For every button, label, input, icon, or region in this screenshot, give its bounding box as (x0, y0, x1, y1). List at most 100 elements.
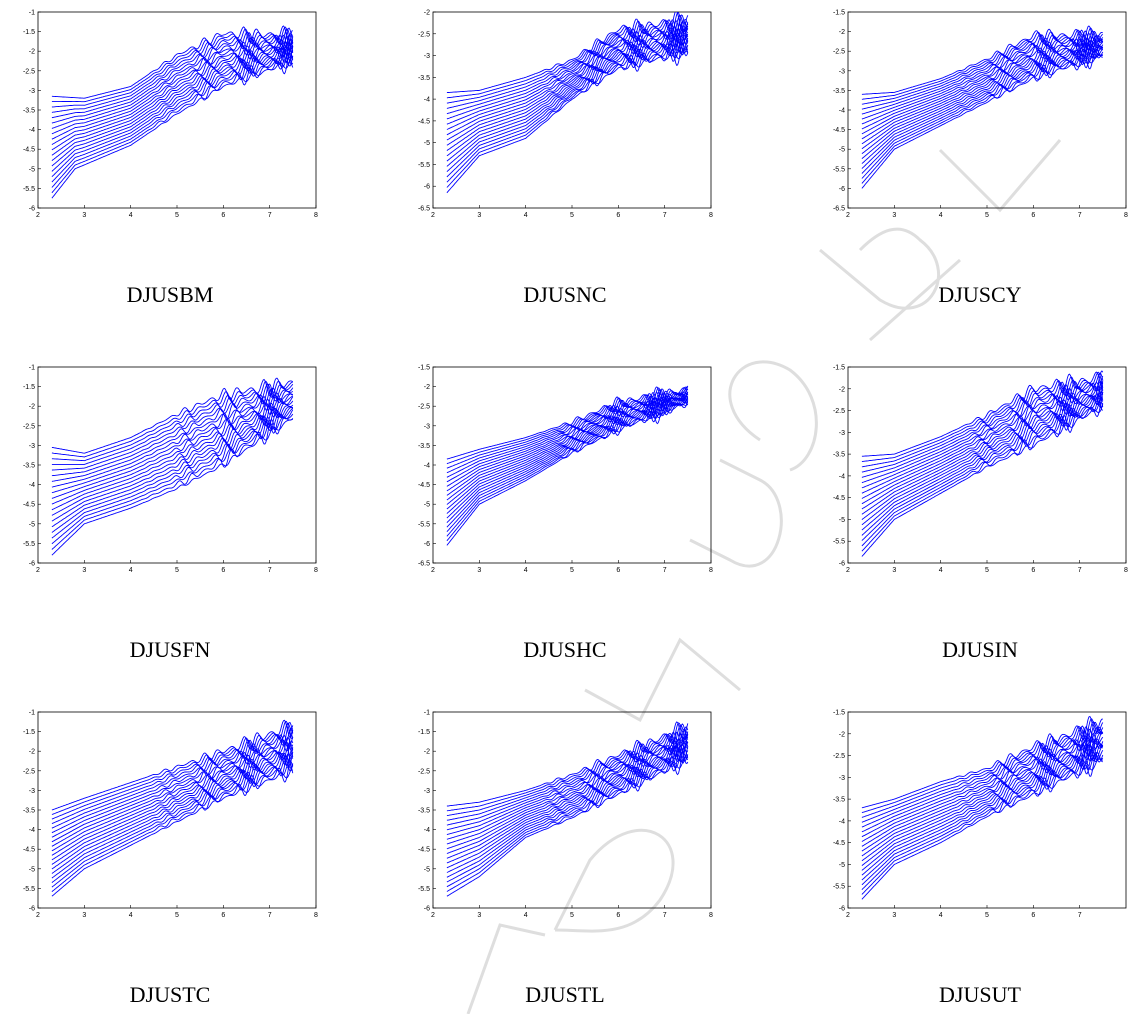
series-line (51, 393, 293, 482)
x-tick-label: 7 (268, 212, 272, 219)
series-line (51, 402, 294, 511)
x-tick-label: 8 (314, 567, 318, 574)
y-tick-label: -3 (839, 775, 845, 782)
y-tick-label: -5 (29, 521, 35, 528)
x-tick-label: 4 (524, 212, 528, 219)
x-tick-label: 4 (939, 212, 943, 219)
y-tick-label: -3 (424, 423, 430, 430)
series-line (446, 32, 689, 157)
chart-caption: DJUSNC (523, 282, 607, 307)
x-tick-label: 8 (709, 567, 713, 574)
series-line (51, 741, 294, 847)
y-tick-label: -3.5 (418, 75, 430, 82)
series-line (51, 752, 294, 874)
series-line (446, 397, 689, 519)
series-line (446, 733, 689, 850)
series-line (446, 386, 689, 460)
y-tick-label: -5.5 (833, 166, 845, 173)
series-line (861, 738, 1103, 862)
y-tick-label: -4 (29, 827, 35, 834)
x-tick-label: 3 (82, 212, 86, 219)
series-line (446, 738, 689, 854)
series-line (446, 392, 689, 496)
series-line (861, 721, 1104, 823)
series-line (861, 37, 1104, 125)
x-tick-label: 5 (570, 567, 574, 574)
y-tick-label: -1.5 (418, 365, 430, 372)
series-line (446, 728, 689, 826)
x-tick-label: 2 (846, 212, 850, 219)
series-line (446, 26, 688, 125)
series-line (51, 377, 294, 454)
line-chart: 2 3 4 5 6 7 8 -1 -1.5 -2 -2.5 -3 -3.5 -4 -4.5 -5 -5.5 -6 (23, 10, 318, 220)
series-line (51, 727, 294, 829)
series-line (446, 736, 689, 859)
chart-panel-djushc: 2 3 4 5 6 7 8 -1.5 -2 -2.5 -3 -3.5 -4 -4.5 -5 -5.5 -6 -6.… (395, 355, 735, 665)
x-tick-label: 3 (477, 567, 481, 574)
y-tick-label: -2 (839, 29, 845, 36)
x-tick-label: 4 (129, 912, 133, 919)
series-group (861, 370, 1104, 557)
series-line (446, 721, 689, 807)
y-tick-label: -3 (29, 788, 35, 795)
series-line (51, 380, 293, 458)
series-line (861, 30, 1104, 120)
series-line (51, 27, 294, 113)
x-tick-label: 6 (1031, 212, 1035, 219)
x-tick-label: 8 (1124, 567, 1128, 574)
series-line (861, 753, 1104, 891)
line-chart: 2 3 4 5 6 7 8 -1.5 -2 -2.5 -3 -3.5 -4 -4.5 -5 -5.5 -6 -6.… (418, 365, 713, 575)
x-tick-label: 5 (570, 212, 574, 219)
y-tick-label: -4.5 (833, 840, 845, 847)
y-tick-label: -5.5 (418, 521, 430, 528)
series-line (51, 407, 293, 528)
y-tick-label: -6 (424, 184, 430, 191)
y-tick-label: -3.5 (833, 88, 845, 95)
series-line (861, 391, 1104, 552)
y-tick-label: -6 (29, 206, 35, 213)
y-tick-label: -1.5 (23, 729, 35, 736)
x-tick-label: 4 (524, 567, 528, 574)
series-line (861, 46, 1104, 169)
x-tick-label: 6 (221, 912, 225, 919)
series-line (446, 390, 689, 483)
x-tick-label: 3 (892, 567, 896, 574)
y-tick-label: -6 (839, 561, 845, 568)
series-line (446, 751, 689, 888)
series-line (861, 743, 1104, 871)
series-line (51, 26, 294, 103)
line-chart: 2 3 4 5 6 7 8 -1 -1.5 -2 -2.5 -3 -3.5 -4 -4.5 -5 -5.5 -6 (23, 710, 318, 920)
y-tick-label: -3 (29, 443, 35, 450)
series-line (51, 765, 294, 897)
series-group (446, 12, 689, 194)
x-tick-label: 7 (1078, 212, 1082, 219)
line-chart: 2 3 4 5 6 7 8 -1 -1.5 -2 -2.5 -3 -3.5 -4 -4.5 -5 -5.5 -6 (23, 365, 318, 575)
y-tick-label: -1.5 (23, 29, 35, 36)
y-tick-label: -3.5 (418, 443, 430, 450)
y-tick-label: -3.5 (833, 452, 845, 459)
x-tick-label: 7 (1078, 567, 1082, 574)
y-tick-label: -4 (424, 463, 430, 470)
x-tick-label: 2 (36, 912, 40, 919)
series-line (861, 395, 1104, 526)
x-tick-label: 5 (985, 912, 989, 919)
y-tick-label: -6 (424, 541, 430, 548)
y-tick-label: -2 (424, 384, 430, 391)
series-line (51, 41, 294, 151)
series-line (446, 403, 689, 546)
series-line (51, 46, 294, 183)
series-group (446, 721, 689, 897)
series-line (51, 751, 294, 870)
series-line (446, 386, 688, 469)
series-line (51, 720, 294, 815)
y-tick-label: -2.5 (833, 408, 845, 415)
x-tick-label: 5 (175, 567, 179, 574)
series-line (446, 747, 689, 892)
y-tick-label: -1.5 (23, 384, 35, 391)
y-tick-label: -5 (839, 517, 845, 524)
y-tick-label: -2.5 (23, 768, 35, 775)
x-tick-label: 5 (985, 212, 989, 219)
series-line (446, 33, 689, 167)
series-line (446, 23, 689, 141)
series-line (51, 722, 294, 820)
